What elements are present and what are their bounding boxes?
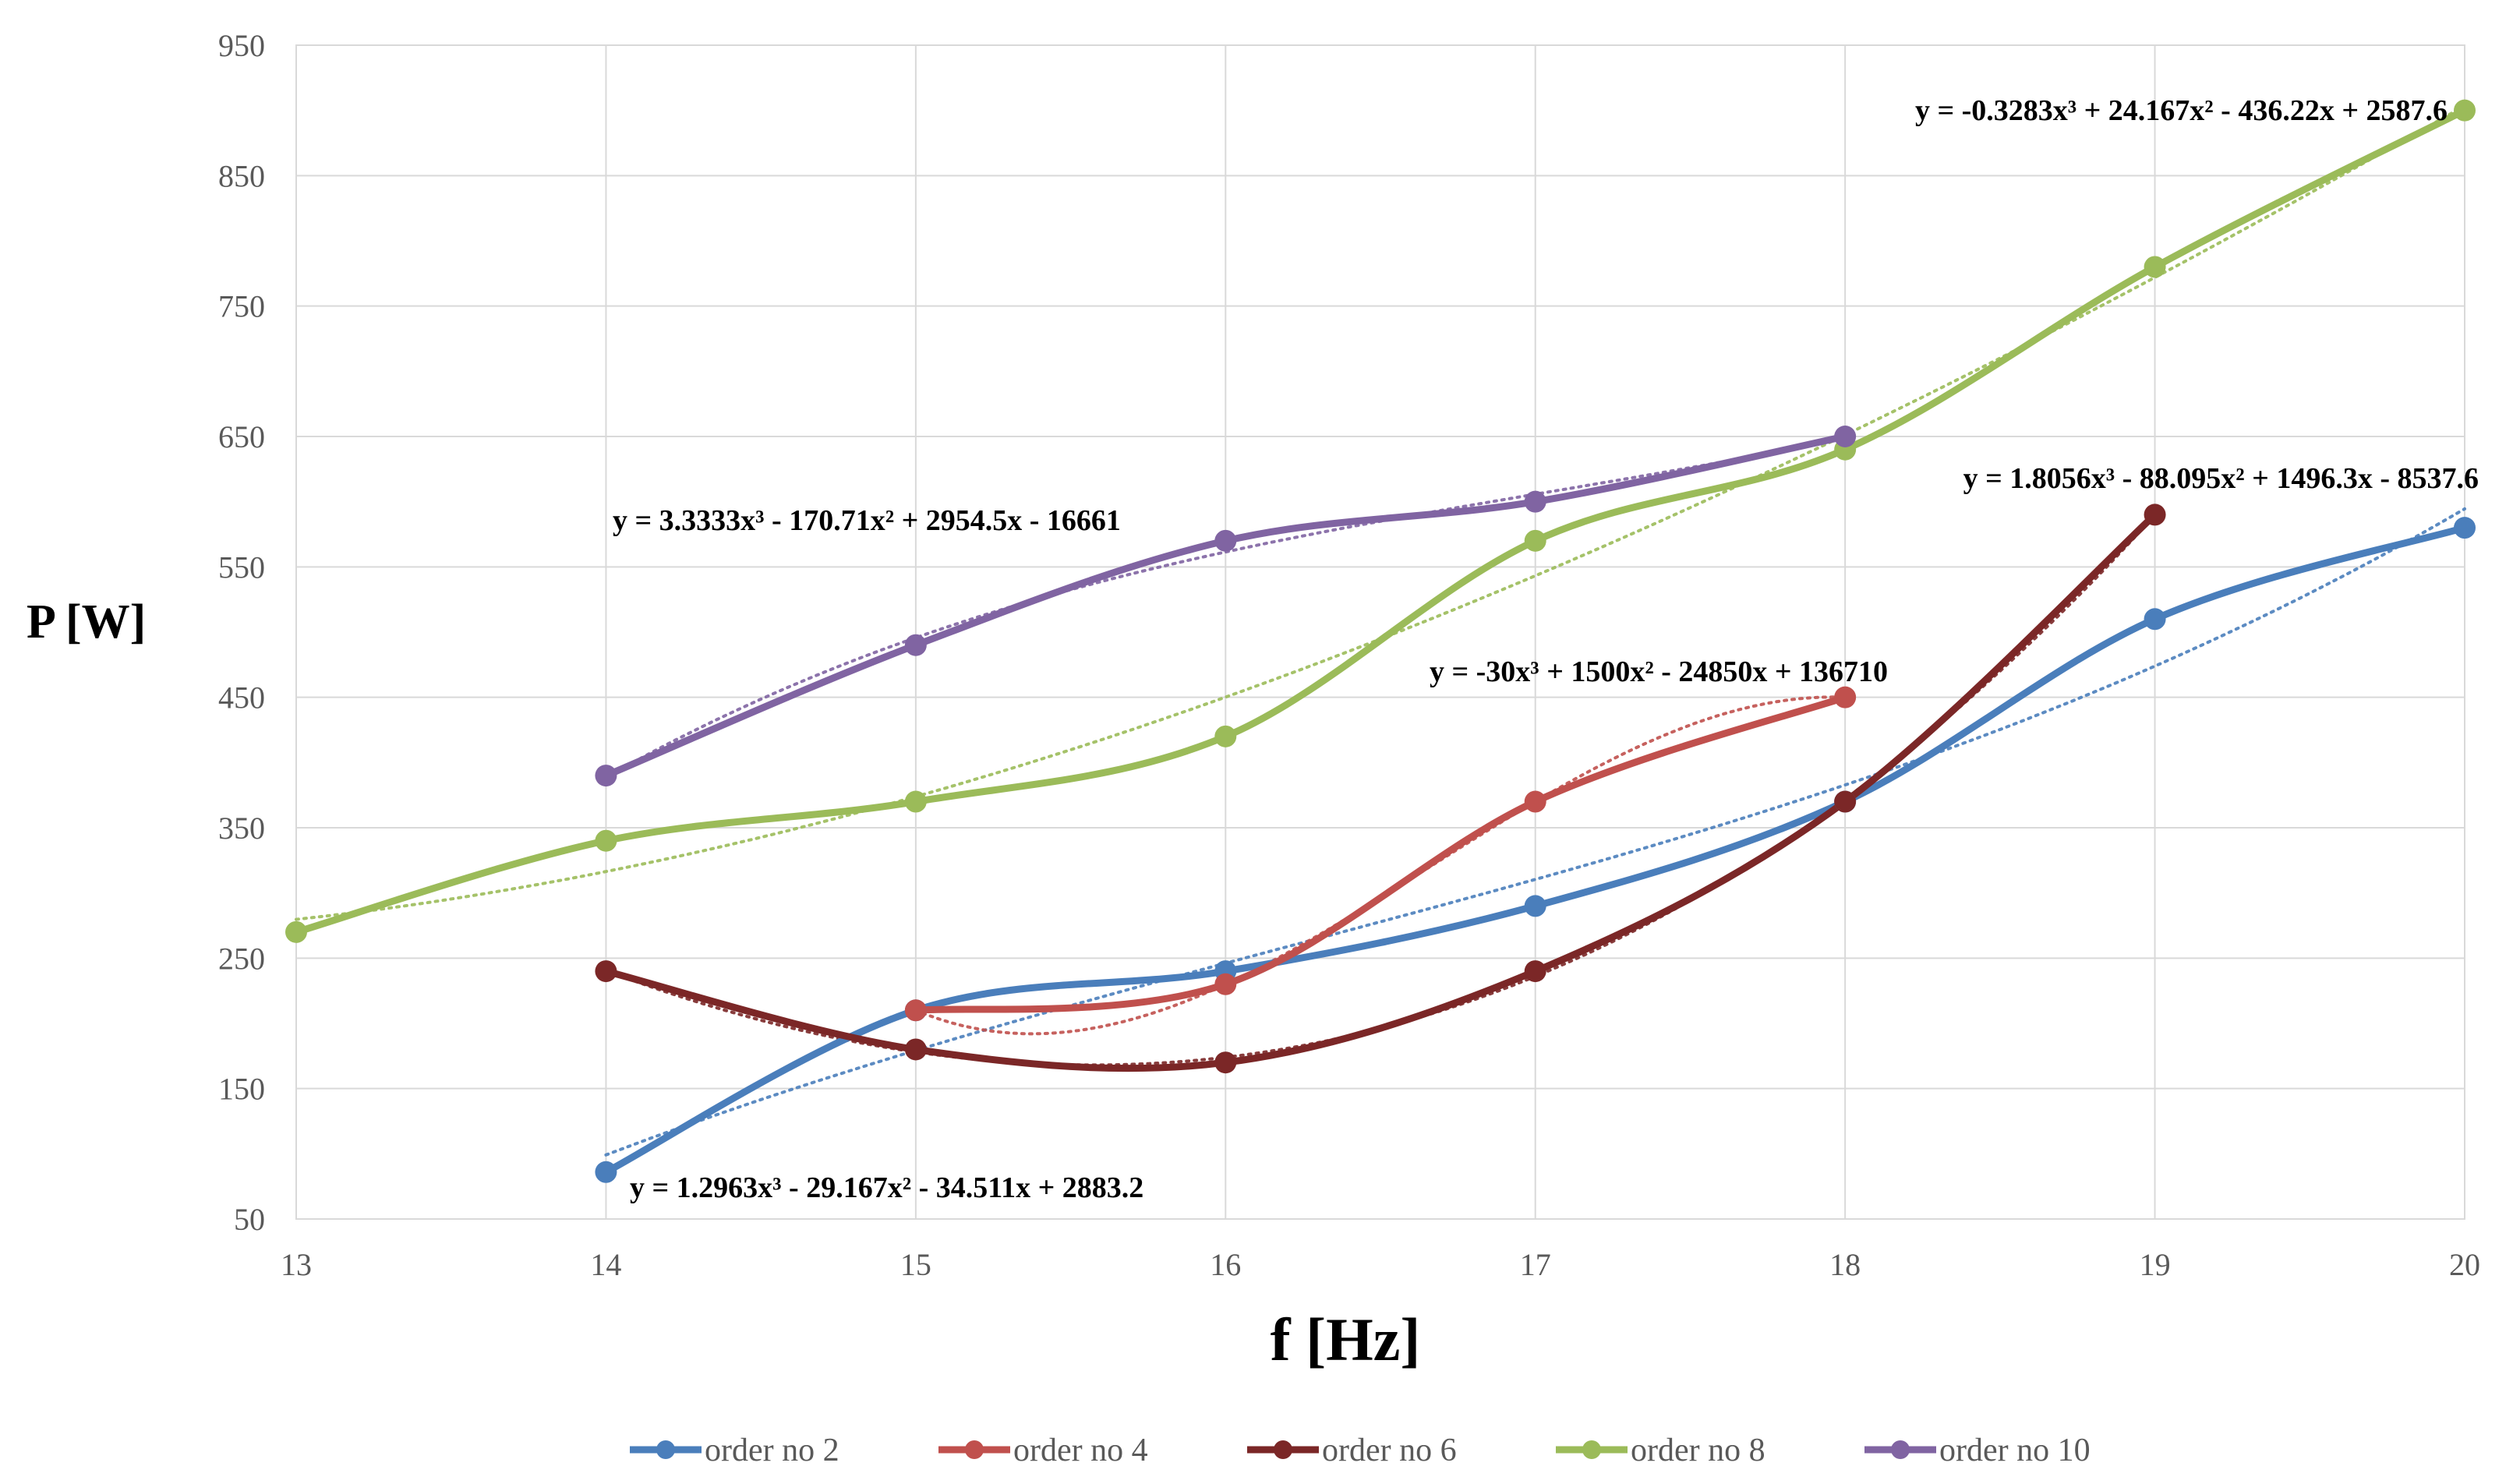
y-tick-labels: 50 150 250 350 450 550 650 750 850 950 xyxy=(218,28,265,1237)
data-point xyxy=(1524,960,1546,983)
data-point xyxy=(2144,608,2166,631)
legend-label: order no 8 xyxy=(1631,1433,1765,1468)
y-tick-label: 50 xyxy=(234,1202,265,1237)
legend-item: order no 10 xyxy=(1864,1433,2091,1468)
data-point xyxy=(595,1161,617,1183)
x-tick-label: 16 xyxy=(1210,1247,1241,1282)
legend-label: order no 6 xyxy=(1322,1433,1457,1468)
y-tick-label: 350 xyxy=(218,811,265,846)
series-markers xyxy=(285,99,2476,1183)
y-tick-label: 850 xyxy=(218,158,265,193)
x-tick-label: 15 xyxy=(900,1247,931,1282)
line-series-1 xyxy=(912,694,1849,1014)
legend-marker xyxy=(1891,1440,1910,1459)
legend-marker xyxy=(965,1440,984,1459)
trendline-series-4 xyxy=(604,436,1847,779)
data-point xyxy=(1524,790,1546,813)
data-point xyxy=(1214,973,1237,995)
trendline-equation: y = 1.8056x³ - 88.095x² + 1496.3x - 8537… xyxy=(1963,462,2479,495)
legend-label: order no 10 xyxy=(1939,1433,2091,1468)
data-point xyxy=(595,829,617,852)
grid xyxy=(295,44,2465,1220)
data-point xyxy=(904,999,927,1022)
x-tick-label: 19 xyxy=(2140,1247,2171,1282)
trendline-equation: y = -30x³ + 1500x² - 24850x + 136710 xyxy=(1430,655,1888,688)
data-point xyxy=(2144,504,2166,526)
trendline-equations: y = 1.2963x³ - 29.167x² - 34.511x + 2883… xyxy=(613,94,2479,1204)
x-tick-labels: 13 14 15 16 17 18 19 20 xyxy=(281,1247,2480,1282)
legend-item: order no 4 xyxy=(938,1433,1148,1468)
line-series-3 xyxy=(292,107,2469,936)
y-tick-label: 450 xyxy=(218,680,265,716)
data-point xyxy=(1834,426,1857,447)
legend-marker xyxy=(1274,1440,1292,1459)
y-tick-label: 150 xyxy=(218,1072,265,1107)
legend-marker xyxy=(656,1440,675,1459)
data-point xyxy=(904,634,927,656)
x-tick-label: 20 xyxy=(2449,1247,2480,1282)
legend: order no 2 order no 4 order no 6 order no 8… xyxy=(630,1433,2091,1468)
y-tick-label: 650 xyxy=(218,419,265,454)
data-point xyxy=(595,960,617,983)
legend-item: order no 6 xyxy=(1247,1433,1457,1468)
legend-label: order no 2 xyxy=(705,1433,839,1468)
data-point xyxy=(1214,725,1237,747)
data-point xyxy=(904,790,927,813)
data-point xyxy=(2454,517,2476,539)
data-point xyxy=(1214,1051,1237,1074)
x-tick-label: 18 xyxy=(1829,1247,1861,1282)
data-point xyxy=(595,765,617,787)
data-point xyxy=(2454,99,2476,122)
data-point xyxy=(1834,790,1857,813)
trendline-equation: y = 3.3333x³ - 170.71x² + 2954.5x - 1666… xyxy=(613,504,1121,537)
y-tick-label: 550 xyxy=(218,549,265,585)
data-point xyxy=(285,920,307,943)
data-point xyxy=(1524,490,1546,513)
plot-area xyxy=(295,44,2465,1220)
trendline-equation: y = 1.2963x³ - 29.167x² - 34.511x + 2883… xyxy=(630,1171,1143,1204)
x-tick-label: 13 xyxy=(281,1247,312,1282)
data-point xyxy=(1524,529,1546,552)
y-tick-label: 750 xyxy=(218,289,265,324)
line-series-2 xyxy=(602,511,2159,1072)
y-tick-label: 950 xyxy=(218,28,265,63)
legend-marker xyxy=(1582,1440,1601,1459)
data-point xyxy=(1524,895,1546,917)
trendline-equation: y = -0.3283x³ + 24.167x² - 436.22x + 258… xyxy=(1915,94,2448,127)
legend-item: order no 8 xyxy=(1556,1433,1765,1468)
data-point xyxy=(1834,686,1857,708)
y-tick-label: 250 xyxy=(218,941,265,976)
legend-item: order no 2 xyxy=(630,1433,839,1468)
legend-label: order no 4 xyxy=(1013,1433,1148,1468)
y-axis-title: P [W] xyxy=(27,595,146,648)
x-tick-label: 14 xyxy=(590,1247,621,1282)
x-tick-label: 17 xyxy=(1520,1247,1551,1282)
data-point xyxy=(904,1038,927,1061)
data-point xyxy=(1214,529,1237,552)
x-axis-title: f [Hz] xyxy=(1271,1306,1421,1373)
data-point xyxy=(2144,256,2166,278)
